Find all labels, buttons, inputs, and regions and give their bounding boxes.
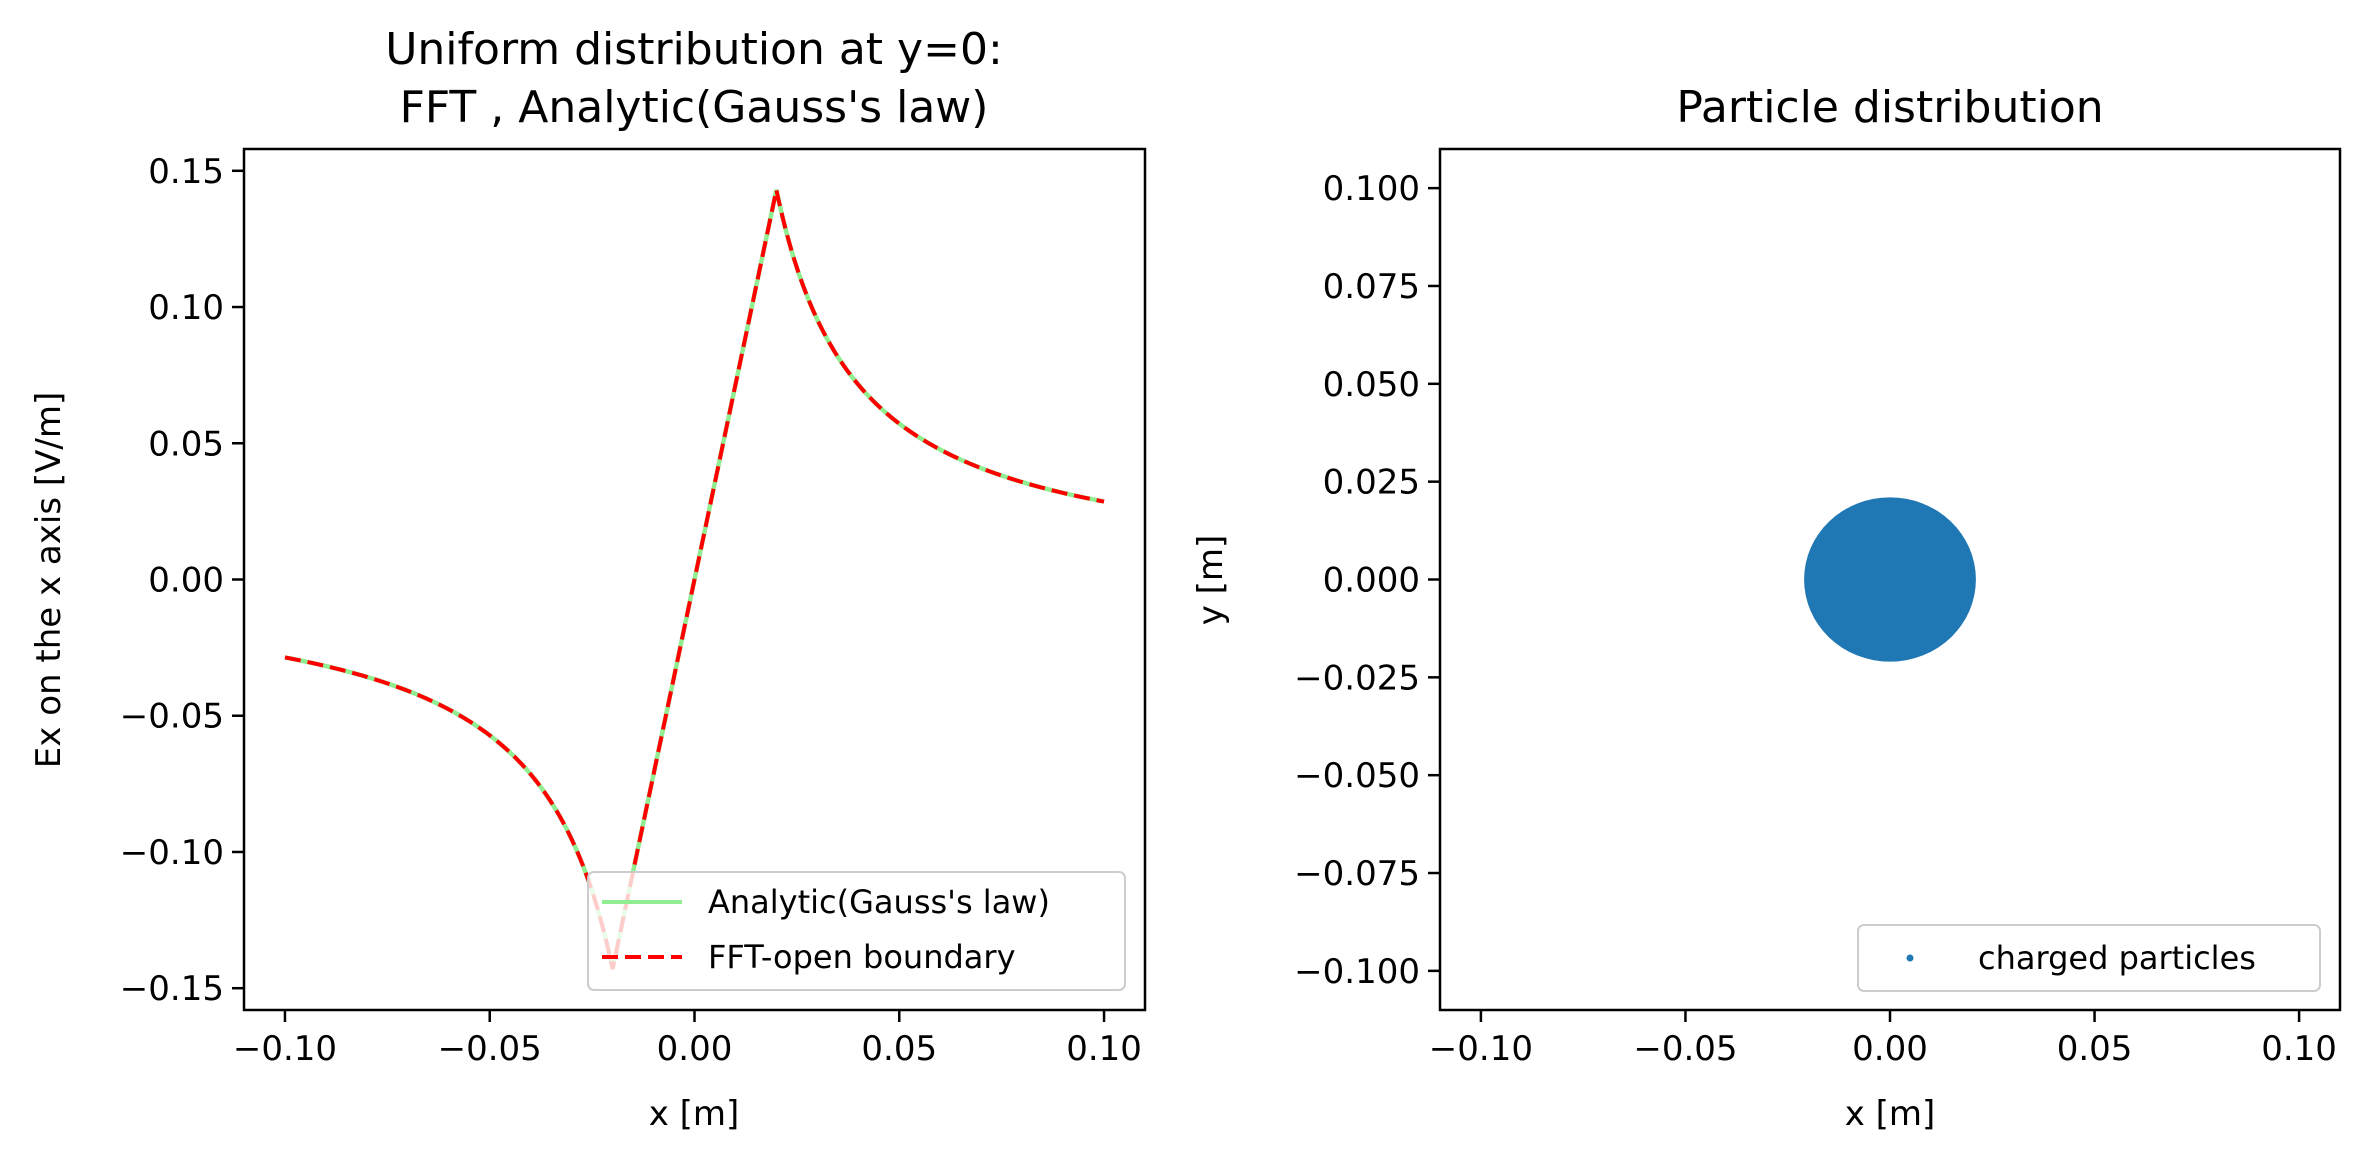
right-y-tick-label: 0.050 [1323, 365, 1420, 405]
left-y-tick-label: −0.05 [120, 697, 224, 737]
ex-field-chart: Uniform distribution at y=0: FFT , Analy… [29, 24, 1147, 1134]
right-series-points [1804, 497, 1976, 662]
right-y-tick-label: 0.075 [1323, 267, 1420, 307]
left-x-tick-label: 0.00 [657, 1029, 733, 1069]
left-x-axis-label: x [m] [649, 1094, 740, 1134]
left-y-axis-label: Ex on the x axis [V/m] [29, 392, 69, 768]
right-axis-ticks: −0.10 −0.05 0.00 0.05 0.10 −0.100 −0.075 −0.050… [1294, 169, 2337, 1069]
chart-title-line-2: FFT , Analytic(Gauss's law) [400, 82, 989, 133]
right-x-tick-label: 0.10 [2261, 1029, 2337, 1069]
legend-label-analytic: Analytic(Gauss's law) [708, 883, 1050, 921]
right-legend-box [1857, 924, 2321, 992]
series-line-fft [284, 189, 1105, 970]
left-x-tick-label: −0.10 [233, 1029, 337, 1069]
right-y-tick-label: −0.075 [1294, 854, 1420, 894]
right-y-tick-label: −0.050 [1294, 756, 1420, 796]
left-series-lines [284, 189, 1105, 970]
right-x-axis-label: x [m] [1845, 1094, 1936, 1134]
left-plot-frame [242, 147, 1147, 1012]
right-plot-frame [1438, 147, 2342, 1012]
right-legend: charged particles [1857, 924, 2321, 992]
left-y-tick-label: −0.10 [120, 833, 224, 873]
particle-cloud [1804, 497, 1976, 662]
left-x-tick-label: 0.05 [861, 1029, 937, 1069]
legend-label-particles: charged particles [1978, 939, 2256, 977]
right-chart-title: Particle distribution [1676, 82, 2103, 133]
chart-title-line-1: Uniform distribution at y=0: [385, 24, 1003, 75]
legend-swatch-particles [1906, 954, 1914, 962]
right-y-tick-label: 0.025 [1323, 463, 1420, 503]
left-x-tick-label: 0.10 [1066, 1029, 1142, 1069]
particle-distribution-chart: Particle distribution −0.10 −0.05 0.00 0.05… [1191, 82, 2342, 1134]
left-legend: Analytic(Gauss's law) FFT-open boundary [587, 871, 1126, 991]
left-y-tick-label: −0.15 [120, 969, 224, 1009]
right-y-tick-label: −0.025 [1294, 658, 1420, 698]
right-x-tick-label: 0.00 [1852, 1029, 1928, 1069]
left-x-tick-label: −0.05 [438, 1029, 542, 1069]
right-y-tick-label: −0.100 [1294, 952, 1420, 992]
left-y-tick-label: 0.10 [148, 288, 224, 328]
left-legend-box [587, 871, 1126, 991]
left-axis-ticks: −0.10 −0.05 0.00 0.05 0.10−0.15−0.10−0.050.0… [120, 152, 1142, 1069]
left-y-tick-label: 0.00 [148, 561, 224, 601]
right-y-axis-label: y [m] [1191, 535, 1231, 626]
right-x-tick-label: 0.05 [2057, 1029, 2133, 1069]
right-x-tick-label: −0.05 [1633, 1029, 1737, 1069]
legend-label-fft: FFT-open boundary [708, 938, 1016, 976]
right-y-tick-label: 0.100 [1323, 169, 1420, 209]
right-y-tick-label: 0.000 [1323, 561, 1420, 601]
left-y-tick-label: 0.05 [148, 424, 224, 464]
right-x-tick-label: −0.10 [1429, 1029, 1533, 1069]
left-y-tick-label: 0.15 [148, 152, 224, 192]
